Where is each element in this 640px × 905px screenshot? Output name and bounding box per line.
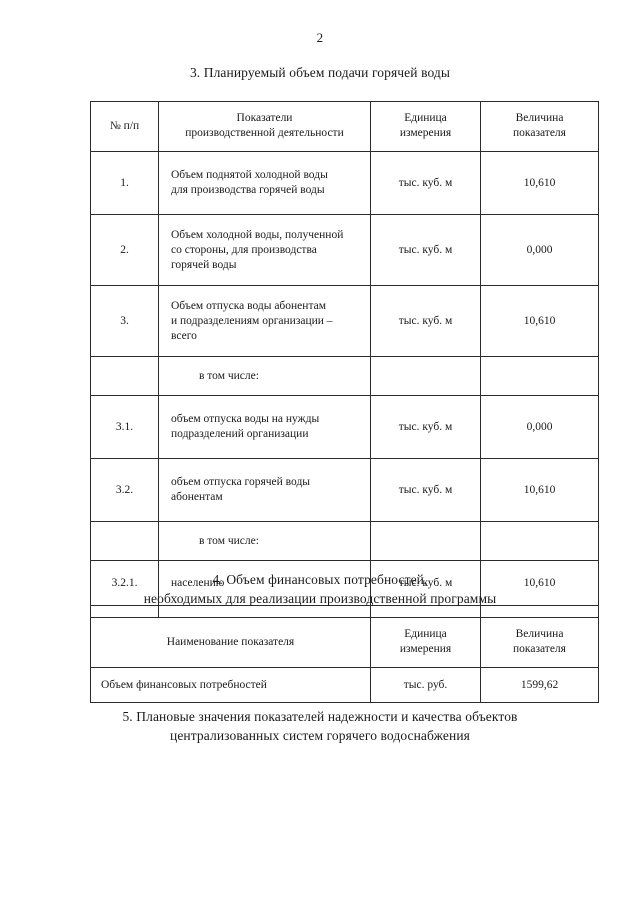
cell-value [480,521,599,561]
table-row: 3.2. объем отпуска горячей воды абонентам т… [90,458,599,522]
cell-row-number [90,356,159,396]
table-subgroup-row: в том числе: [90,356,599,396]
cell-unit: тыс. куб. м [370,560,481,606]
cell-value: 10,610 [480,151,599,215]
table-body: 1. Объем поднятой холодной воды для произв… [90,151,599,696]
table-row: 3. Объем отпуска воды абонентам и подразде… [90,285,599,357]
column-header-unit: Единица измерения [370,101,481,152]
cell-indicator-name: населению [158,560,371,606]
section-5-heading: 5. Плановые значения показателей надежно… [55,707,585,745]
cell-unit: тыс. куб. м [370,395,481,459]
cell-value: 0,000 [480,214,599,286]
table-row: 3.1. объем отпуска воды на нужды подраздел… [90,395,599,459]
column-header-unit: Единица измерения [370,617,481,668]
table-subgroup-row: в том числе: [90,521,599,561]
cell-indicator-name: Объем отпуска воды абонентам и подразделе… [158,285,371,357]
cell-row-number [90,521,159,561]
table-row: 2. Объем холодной воды, полученной со стор… [90,214,599,286]
table-body: Объем финансовых потребностей тыс. руб. 15… [90,667,599,703]
cell-unit: тыс. куб. м [370,458,481,522]
cell-row-number: 3.2.1. [90,560,159,606]
column-header-number: № п/п [90,101,159,152]
cell-indicator-name: в том числе: [158,521,371,561]
cell-unit: тыс. куб. м [370,151,481,215]
cell-unit [370,521,481,561]
section-5-heading-line-1: 5. Плановые значения показателей надежно… [122,709,518,724]
cell-row-number: 1. [90,151,159,215]
page-number: 2 [316,30,324,45]
cell-value [480,356,599,396]
section-5-heading-line-2: централизованных систем горячего водосна… [170,728,470,743]
cell-indicator-name: объем отпуска воды на нужды подразделений… [158,395,371,459]
cell-row-number: 3.2. [90,458,159,522]
table-row: 3.2.1. населению тыс. куб. м 10,610 [90,560,599,606]
cell-unit [370,356,481,396]
cell-unit: тыс. руб. [370,667,481,703]
cell-row-number: 2. [90,214,159,286]
cell-indicator-name: Объем финансовых потребностей [90,667,371,703]
table-row: Объем финансовых потребностей тыс. руб. 15… [90,667,599,703]
cell-indicator-name: Объем холодной воды, полученной со сторон… [158,214,371,286]
financial-needs-table: Наименование показателя Единица измерени… [90,617,599,703]
cell-unit: тыс. куб. м [370,285,481,357]
cell-row-number: 3. [90,285,159,357]
section-3-heading-text: 3. Планируемый объем подачи горячей воды [189,65,451,80]
column-header-indicator-name: Наименование показателя [90,617,371,668]
section-4-heading-line-1: 4. Объем финансовых потребностей, [212,572,428,587]
table-row: 1. Объем поднятой холодной воды для произв… [90,151,599,215]
column-header-value: Величина показателя [480,101,599,152]
cell-indicator-name: объем отпуска горячей воды абонентам [158,458,371,522]
table-header-row: № п/п Показатели производственной деятел… [90,101,599,152]
column-header-indicator: Показатели производственной деятельности [158,101,371,152]
cell-unit: тыс. куб. м [370,214,481,286]
cell-indicator-name: в том числе: [158,356,371,396]
cell-row-number: 3.1. [90,395,159,459]
cell-value: 1599,62 [480,667,599,703]
cell-indicator-name: Объем поднятой холодной воды для производ… [158,151,371,215]
section-4-heading: 4. Объем финансовых потребностей, необхо… [55,570,585,608]
section-4-heading-line-2: необходимых для реализации производствен… [143,591,497,606]
section-3-heading: 3. Планируемый объем подачи горячей воды [55,63,585,82]
cell-value: 10,610 [480,560,599,606]
table-header-row: Наименование показателя Единица измерени… [90,617,599,668]
cell-value: 10,610 [480,458,599,522]
cell-value: 10,610 [480,285,599,357]
column-header-value: Величина показателя [480,617,599,668]
cell-value: 0,000 [480,395,599,459]
